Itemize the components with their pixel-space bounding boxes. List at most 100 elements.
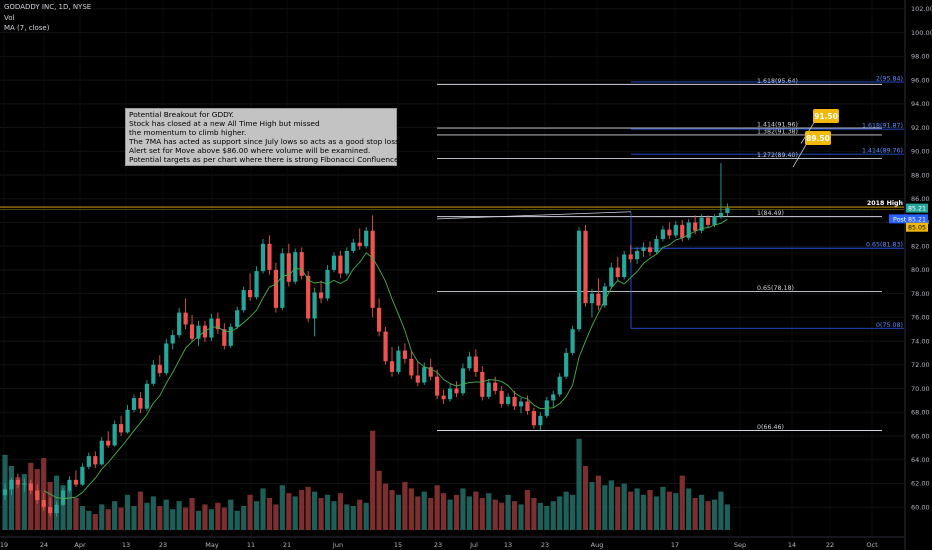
candle-body: [164, 343, 169, 374]
candle-body: [22, 483, 27, 485]
volume-bar: [376, 470, 382, 530]
y-tick-label: 78.00: [911, 290, 930, 298]
candle-body: [318, 292, 324, 299]
candle-body: [35, 490, 40, 501]
volume-bar: [228, 499, 234, 530]
volume-bar: [621, 483, 627, 530]
candle-body: [60, 490, 66, 505]
candle-body: [615, 267, 620, 278]
candle-body: [531, 411, 536, 426]
candle-body: [215, 318, 220, 330]
candle-body: [151, 364, 156, 384]
volume-bar: [176, 501, 182, 530]
volume-bar: [73, 498, 79, 530]
candle-body: [54, 504, 59, 514]
volume-bar: [247, 494, 253, 530]
x-tick-label: Sep: [734, 541, 746, 549]
volume-bar: [640, 494, 647, 530]
y-tick-label: 88.00: [911, 171, 930, 179]
candle-body: [351, 242, 356, 251]
volume-bar: [570, 494, 576, 530]
y-tick-label: 64.00: [911, 456, 930, 464]
volume-bar: [215, 502, 221, 530]
candle-body: [209, 318, 214, 338]
volume-bar: [673, 493, 679, 530]
candle-body: [293, 252, 298, 282]
note-line: Stock has closed at a new All Time High …: [129, 119, 320, 128]
prev-price-badge: [906, 222, 928, 232]
candle-body: [67, 479, 72, 491]
volume-bar: [118, 507, 124, 530]
fib-level-label: 1.382(91.38): [757, 128, 798, 135]
candle-body: [699, 217, 704, 231]
volume-bar: [705, 501, 711, 530]
time-axis[interactable]: 19 24 Apr 13 23 May 11 21 Jun 15 23 Jul 13 23 Aug 17 Sep…: [0, 536, 904, 549]
candle-body: [622, 254, 627, 278]
volume-legend[interactable]: Vol: [4, 14, 14, 23]
candle-body: [183, 312, 188, 325]
callout-box: [805, 131, 831, 145]
volume-bar: [8, 466, 15, 530]
symbol-legend[interactable]: GODADDY INC, 1D, NYSE: [4, 3, 91, 12]
x-tick-label: Jul: [469, 541, 478, 549]
volume-bar: [389, 490, 395, 530]
candle-body: [15, 479, 20, 485]
x-tick-label: 13: [122, 541, 130, 549]
y-tick-label: 94.00: [911, 100, 930, 108]
price-axis[interactable]: 60.00 62.00 64.00 66.00 68.00 70.00 72.00 74.00…: [904, 0, 932, 550]
volume-bar: [79, 506, 85, 530]
candle-body: [48, 507, 53, 514]
candle-body: [93, 456, 98, 465]
y-tick-label: 76.00: [911, 314, 930, 322]
ma-legend[interactable]: MA (7, close): [4, 24, 49, 33]
target-callouts: 91.50 89.50: [792, 109, 839, 168]
symbol-title[interactable]: GODADDY INC, 1D, NYSE: [4, 3, 92, 11]
candle-body: [635, 250, 640, 260]
y-tick-label: 66.00: [911, 432, 930, 440]
volume-bar: [92, 514, 98, 530]
candle-body: [402, 350, 407, 359]
volume-bar: [337, 493, 343, 530]
y-tick-label: 86.00: [911, 195, 930, 203]
moving-average-line: [43, 218, 728, 499]
volume-bar: [112, 501, 118, 530]
ma-line: [43, 218, 728, 499]
volume-bar: [286, 493, 292, 530]
candle-body: [119, 424, 124, 433]
volume-bar: [350, 506, 356, 530]
volume-bar: [28, 462, 34, 530]
fib-level-label: 1.414(89.76): [862, 148, 903, 155]
callout-box: [813, 109, 839, 123]
volume-bar: [415, 496, 421, 530]
volume-bar: [505, 494, 511, 530]
callout-pointer: [792, 142, 808, 168]
x-tick-label: 24: [40, 541, 48, 549]
candle-body: [660, 229, 665, 240]
y-tick-label: 92.00: [911, 124, 930, 132]
volume-bar: [686, 488, 692, 530]
volume-bar: [86, 510, 92, 530]
volume-bar: [550, 501, 556, 530]
candle-body: [306, 275, 311, 319]
volume-bar: [137, 491, 144, 530]
candle-body: [189, 324, 195, 339]
last-price-badge: [906, 203, 928, 213]
volume-bar: [615, 486, 621, 530]
candle-body: [157, 364, 162, 374]
volume-bar: [66, 490, 73, 530]
x-tick-label: 23: [434, 541, 442, 549]
candle-body: [28, 483, 33, 491]
y-tick-label: 74.00: [911, 337, 930, 345]
fib-level-label: 1.272(89.40): [757, 152, 798, 159]
x-tick-label: 15: [394, 541, 402, 549]
candle-body: [447, 388, 453, 400]
volume-bar: [370, 430, 376, 530]
volume-bar: [266, 498, 273, 530]
volume-label[interactable]: Vol: [4, 14, 15, 22]
analysis-note[interactable]: Potential Breakout for GDDY. Stock has c…: [125, 108, 421, 166]
volume-bar: [679, 475, 685, 530]
ma-label[interactable]: MA (7, close): [4, 24, 50, 32]
candle-body: [331, 255, 337, 270]
fib-trend-line: [436, 211, 632, 220]
